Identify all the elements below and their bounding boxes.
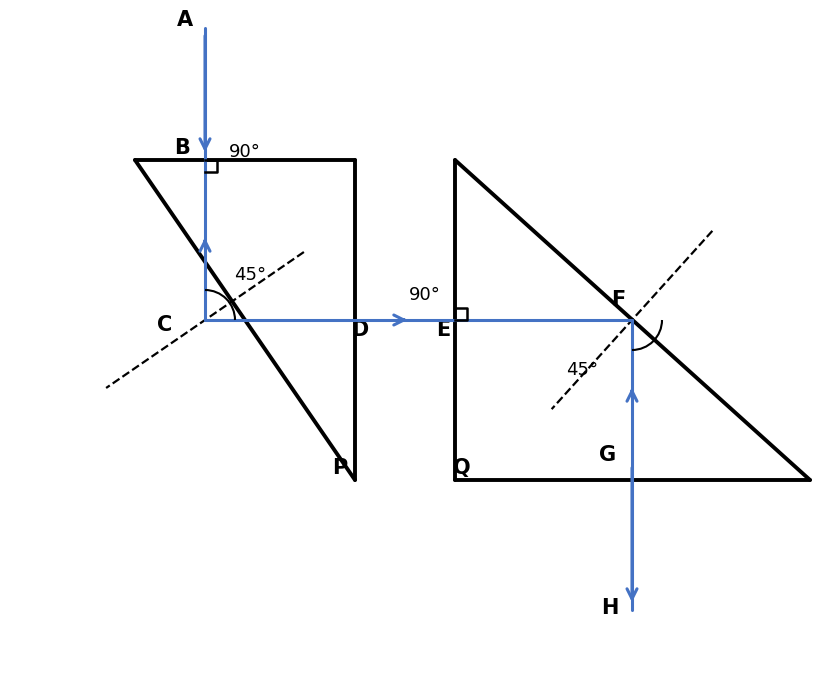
Text: Q: Q bbox=[453, 458, 471, 478]
Text: 90°: 90° bbox=[229, 143, 261, 161]
Text: E: E bbox=[436, 320, 450, 340]
Text: G: G bbox=[599, 445, 617, 465]
Text: 90°: 90° bbox=[409, 286, 441, 304]
Text: B: B bbox=[174, 138, 190, 158]
Text: D: D bbox=[351, 320, 369, 340]
Text: H: H bbox=[602, 598, 619, 618]
Text: F: F bbox=[611, 290, 625, 310]
Text: C: C bbox=[157, 315, 172, 335]
Text: 45°: 45° bbox=[234, 266, 266, 284]
Text: A: A bbox=[177, 10, 193, 30]
Text: P: P bbox=[332, 458, 348, 478]
Text: 45°: 45° bbox=[566, 361, 598, 379]
